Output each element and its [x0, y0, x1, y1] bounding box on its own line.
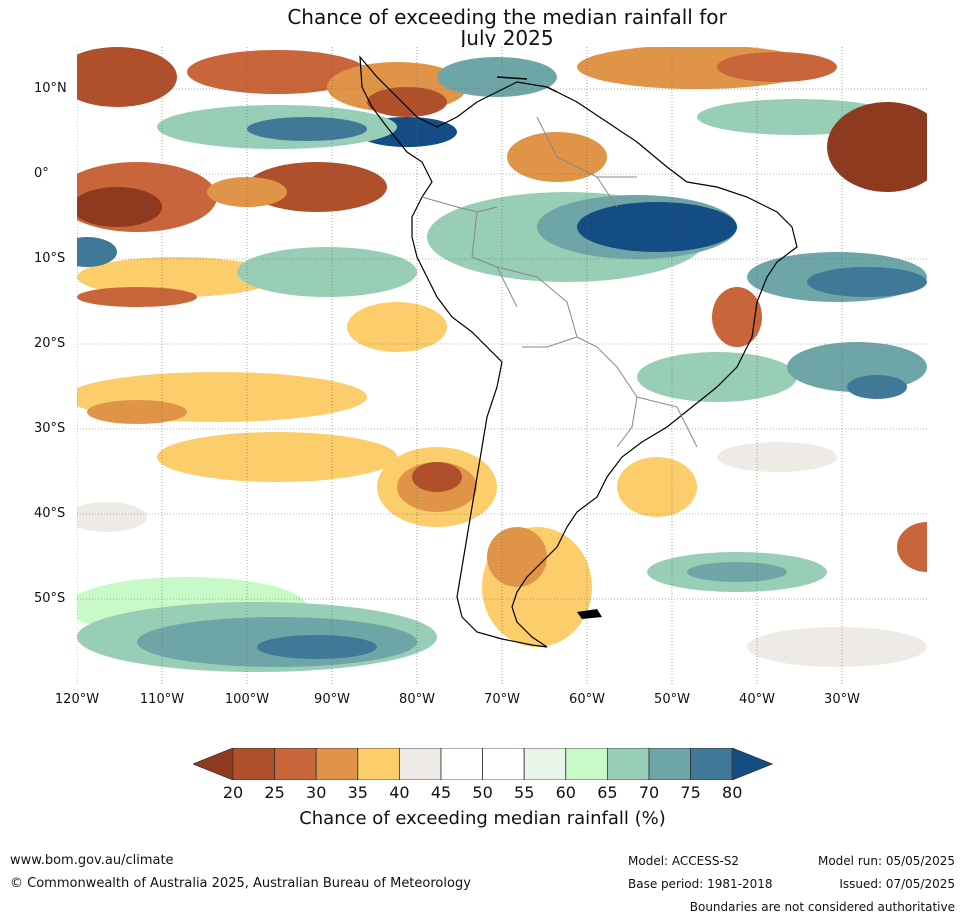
caribbean-islands — [496, 76, 558, 93]
colorbar-tick-50: 50 — [472, 783, 493, 802]
colorbar-tick-25: 25 — [264, 783, 285, 802]
map-title-line2: July 2025 — [460, 26, 554, 50]
colorbar-cell — [648, 748, 691, 780]
lon-label-80w: 80°W — [399, 692, 435, 707]
lon-label-30w: 30°W — [824, 692, 860, 707]
colorbar-tick-45: 45 — [430, 783, 452, 802]
lat-label-50s: 50°S — [34, 591, 66, 606]
colorbar-tick-70: 70 — [638, 783, 660, 802]
colorbar-cell — [523, 748, 567, 780]
lat-label-0: 0° — [34, 166, 49, 181]
country-borders — [421, 116, 698, 448]
lon-label-60w: 60°W — [569, 692, 605, 707]
lon-label-50w: 50°W — [654, 692, 690, 707]
colorbar-cell — [440, 748, 483, 780]
footer-model: Model: ACCESS-S2 — [628, 854, 740, 868]
lat-label-10n: 10°N — [34, 81, 67, 96]
map-title-line1: Chance of exceeding the median rainfall … — [287, 5, 727, 29]
south-america-coastline — [359, 55, 798, 648]
lon-label-110w: 110°W — [139, 692, 185, 707]
colorbar-cell — [398, 748, 442, 780]
footer-copyright: © Commonwealth of Australia 2025, Austra… — [10, 876, 471, 891]
colorbar-tick-55: 55 — [514, 783, 535, 802]
colorbar-tick-75: 75 — [680, 783, 701, 802]
lat-label-40s: 40°S — [34, 506, 66, 521]
colorbar — [193, 748, 773, 780]
rainfall-map — [77, 47, 927, 685]
colorbar-cell — [606, 748, 650, 780]
rainfall-map-svg — [77, 47, 927, 685]
lon-label-70w: 70°W — [484, 692, 520, 707]
colorbar-cell — [690, 748, 733, 780]
colorbar-cell — [565, 748, 608, 780]
colorbar-arrow-high — [731, 748, 773, 780]
lat-label-10s: 10°S — [34, 251, 66, 266]
footer-url: www.bom.gov.au/climate — [10, 853, 174, 868]
colorbar-cell — [315, 748, 359, 780]
colorbar-cell — [482, 748, 525, 780]
lat-label-30s: 30°S — [34, 421, 66, 436]
lon-label-90w: 90°W — [314, 692, 350, 707]
colorbar-arrow-low — [193, 748, 234, 780]
colorbar-tick-80: 80 — [722, 783, 743, 802]
colorbar-tick-60: 60 — [555, 783, 576, 802]
colorbar-tick-20: 20 — [222, 783, 244, 802]
falklands-islands — [577, 609, 602, 619]
colorbar-title: Chance of exceeding median rainfall (%) — [299, 808, 666, 829]
colorbar-tick-65: 65 — [597, 783, 618, 802]
lon-label-100w: 100°W — [224, 692, 270, 707]
colorbar-tick-35: 35 — [347, 783, 368, 802]
anomaly-patches — [77, 47, 927, 672]
colorbar-tick-40: 40 — [389, 783, 410, 802]
footer-model-run: Model run: 05/05/2025 — [817, 854, 955, 868]
graticule — [77, 47, 927, 685]
colorbar-cell — [232, 748, 275, 780]
lon-label-120w: 120°W — [54, 692, 100, 707]
colorbar-cell — [357, 748, 400, 780]
colorbar-tick-30: 30 — [306, 783, 327, 802]
colorbar-cell — [274, 748, 317, 780]
lat-label-20s: 20°S — [34, 336, 66, 351]
footer-boundaries: Boundaries are not considered authoritat… — [689, 900, 955, 914]
footer-base-period: Base period: 1981-2018 — [628, 877, 773, 891]
lon-label-40w: 40°W — [739, 692, 775, 707]
footer-issued: Issued: 07/05/2025 — [839, 877, 955, 891]
